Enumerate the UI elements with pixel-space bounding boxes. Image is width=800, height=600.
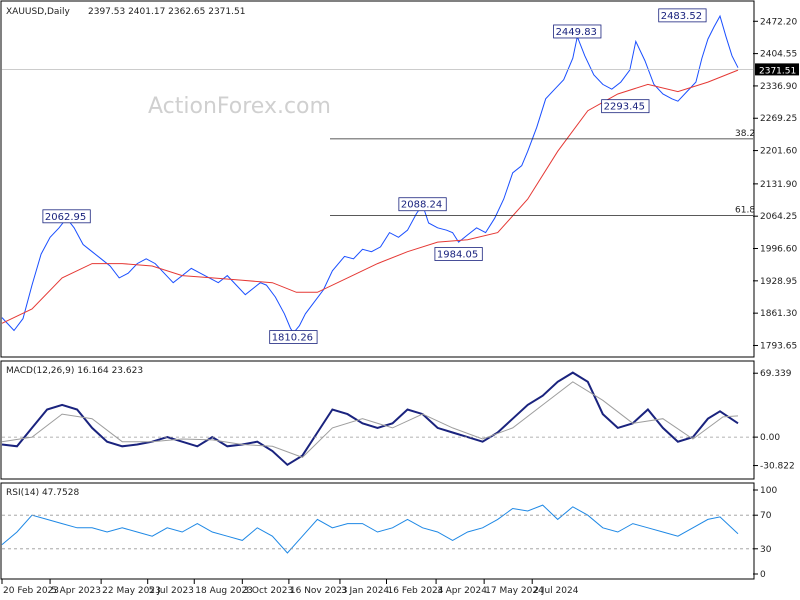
annotation-5: 2293.45 [601,99,650,114]
rsi-layer: 100 70 30 0 [1,486,777,580]
rsi-ytick-label-2: 30 [760,545,772,555]
fib-label-1: 61.8 [735,205,755,215]
xtick-label-2: 22 May 2023 [102,586,161,596]
current-price-label: 2371.51 [759,66,796,76]
xtick-label-6: 16 Nov 2023 [290,586,348,596]
rsi-panel-border [0,482,755,580]
xtick-label-3: 5 Jul 2023 [149,586,194,596]
annotation-box-0 [42,209,91,224]
macd-ytick-label-2: -30.822 [760,462,795,472]
xtick-label-0: 20 Feb 2023 [3,586,59,596]
macd-panel-border [0,360,755,480]
price-ytick-label-2: 2336.90 [760,82,797,92]
annotation-label-6: 2483.52 [661,11,702,22]
price-ytick-label-7: 1996.60 [760,245,797,255]
macd-label: MACD(12,26,9) 16.164 23.623 [6,366,143,376]
watermark: ActionForex.com [148,94,331,119]
annotation-label-1: 1810.26 [272,333,313,344]
rsi-series-0 [1,504,739,554]
xtick-label-7: 3 Jan 2024 [341,586,389,596]
annotation-box-5 [601,99,650,114]
current-price-box [755,63,799,76]
annotation-label-2: 2088.24 [401,200,442,211]
xtick-label-9: 3 Apr 2024 [437,586,487,596]
price-ytick-label-6: 2064.25 [760,212,797,222]
annotation-0: 2062.95 [42,209,91,224]
price-panel-border [0,0,755,358]
xtick-label-4: 18 Aug 2023 [195,586,253,596]
annotation-label-0: 2062.95 [45,212,86,223]
annotation-box-3 [434,247,483,261]
price-ytick-label-3: 2269.25 [760,114,797,124]
annotation-box-4 [553,24,602,39]
macd-ytick-label-1: 0.00 [760,433,780,443]
fib-label-0: 38.2 [735,129,755,139]
price-ytick-label-9: 1861.30 [760,309,797,319]
price-series-0 [1,14,739,334]
annotation-label-3: 1984.05 [437,250,478,261]
macd-ytick-label-0: 69.339 [760,369,792,379]
macd-series-1 [1,381,739,458]
chart-ohlc: 2397.53 2401.17 2362.65 2371.51 [88,7,245,17]
xtick-label-1: 5 Apr 2023 [51,586,101,596]
macd-series-0 [1,371,739,467]
price-ytick-label-0: 2472.20 [760,17,797,27]
annotation-box-1 [269,330,318,344]
chart-symbol: XAUUSD,Daily [6,7,70,17]
annotation-1: 1810.26 [269,330,318,344]
price-ytick-label-1: 2404.55 [760,50,797,60]
macd-layer: 69.339 0.00 -30.822 [1,369,795,472]
rsi-label: RSI(14) 47.7528 [6,488,79,498]
annotation-box-6 [658,8,707,23]
xtick-label-11: 2 Jul 2024 [533,586,578,596]
annotation-2: 2088.24 [398,197,447,212]
price-ytick-label-8: 1928.95 [760,277,797,287]
rsi-ytick-label-1: 70 [760,511,772,521]
annotation-label-4: 2449.83 [556,27,597,38]
annotation-3: 1984.05 [434,247,483,261]
price-ytick-label-5: 2131.90 [760,180,797,190]
annotation-4: 2449.83 [553,24,602,39]
price-layer: 2472.20 2404.55 2336.90 2269.25 2201.60 2131.… [1,8,799,351]
annotation-label-5: 2293.45 [604,102,645,113]
xtick-label-8: 16 Feb 2024 [388,586,444,596]
price-ytick-label-10: 1793.65 [760,341,797,351]
annotation-box-2 [398,197,447,212]
rsi-ytick-label-3: 0 [760,570,766,580]
price-series-1 [1,69,739,324]
xtick-label-10: 17 May 2024 [485,586,544,596]
rsi-ytick-label-0: 100 [760,486,777,496]
price-ytick-label-4: 2201.60 [760,147,797,157]
xtick-label-5: 3 Oct 2023 [243,586,293,596]
annotation-6: 2483.52 [658,8,707,23]
